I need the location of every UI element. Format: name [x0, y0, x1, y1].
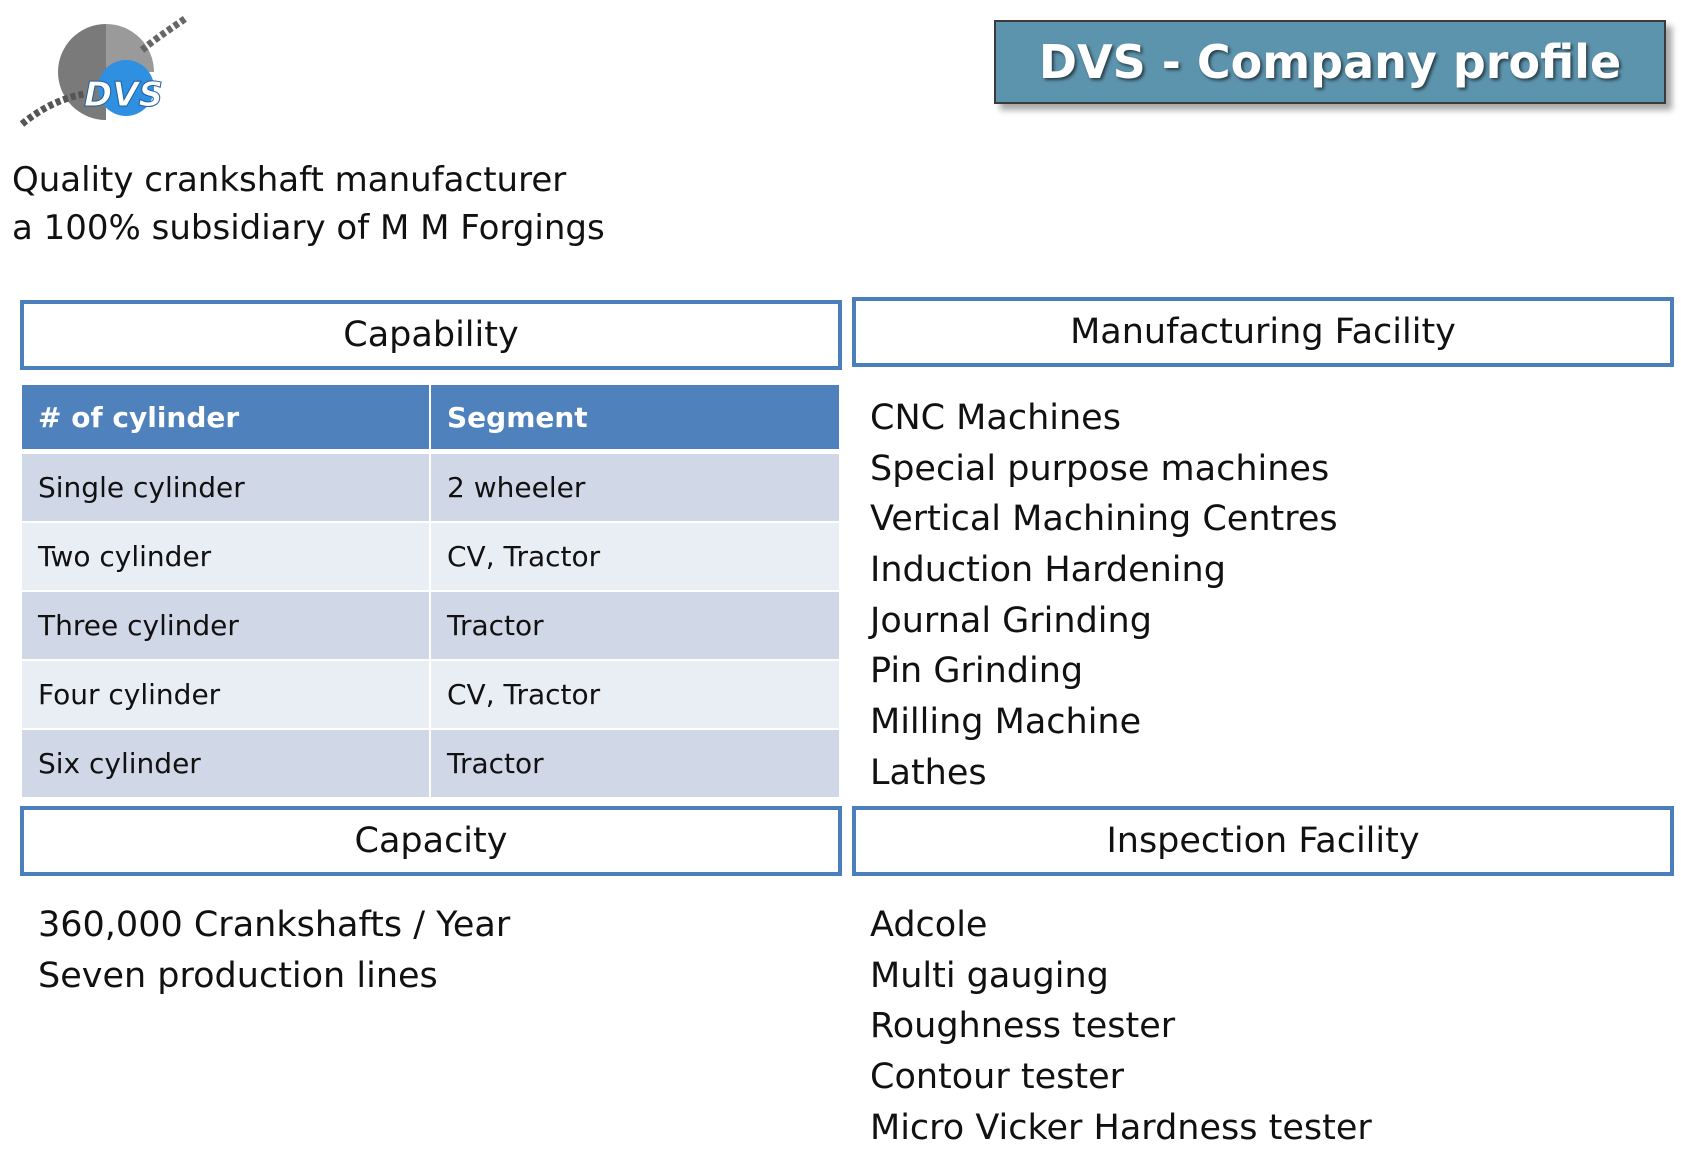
table-row: Four cylinder CV, Tractor: [22, 660, 841, 730]
table-row: Two cylinder CV, Tractor: [22, 522, 841, 592]
cell-segment: 2 wheeler: [430, 451, 841, 523]
list-item: Milling Machine: [870, 702, 1142, 743]
cell-cylinders: Three cylinder: [22, 591, 431, 661]
cell-cylinders: Single cylinder: [22, 451, 431, 523]
list-item: Micro Vicker Hardness tester: [870, 1107, 1372, 1148]
list-item: CNC Machines: [870, 398, 1121, 438]
list-item: Seven production lines: [38, 955, 438, 996]
inspection-heading: Inspection Facility: [852, 806, 1674, 876]
list-item: 360,000 Crankshafts / Year: [38, 905, 511, 945]
list-item: Lathes: [870, 752, 987, 793]
cell-cylinders: Two cylinder: [22, 522, 431, 592]
cell-cylinders: Four cylinder: [22, 660, 431, 730]
list-item: Special purpose machines: [870, 448, 1330, 489]
manufacturing-heading: Manufacturing Facility: [852, 297, 1674, 367]
cell-segment: Tractor: [430, 729, 841, 799]
list-item: Pin Grinding: [870, 651, 1084, 692]
list-item: Contour tester: [870, 1057, 1125, 1098]
page-title: DVS - Company profile: [1038, 35, 1622, 89]
manufacturing-list: CNC Machines Special purpose machines Ve…: [870, 393, 1338, 799]
list-item: Adcole: [870, 905, 988, 945]
tagline-line-1: Quality crankshaft manufacturer: [12, 160, 567, 200]
table-row: Three cylinder Tractor: [22, 591, 841, 661]
list-item: Roughness tester: [870, 1006, 1176, 1047]
tagline-line-2: a 100% subsidiary of M M Forgings: [12, 208, 605, 248]
capability-table: # of cylinder Segment Single cylinder 2 …: [22, 385, 841, 799]
cell-cylinders: Six cylinder: [22, 729, 431, 799]
list-item: Multi gauging: [870, 955, 1109, 996]
cell-segment: CV, Tractor: [430, 522, 841, 592]
cell-segment: Tractor: [430, 591, 841, 661]
capacity-list: 360,000 Crankshafts / Year Seven product…: [38, 900, 510, 1001]
capacity-heading: Capacity: [20, 806, 842, 876]
dvs-logo: DVS: [14, 6, 194, 144]
capability-heading: Capability: [20, 300, 842, 370]
column-header-cylinders: # of cylinder: [22, 385, 431, 454]
list-item: Vertical Machining Centres: [870, 499, 1338, 540]
inspection-list: Adcole Multi gauging Roughness tester Co…: [870, 900, 1372, 1153]
table-row: Six cylinder Tractor: [22, 729, 841, 799]
list-item: Induction Hardening: [870, 550, 1226, 591]
table-header-row: # of cylinder Segment: [22, 385, 841, 454]
list-item: Journal Grinding: [870, 600, 1152, 641]
cell-segment: CV, Tractor: [430, 660, 841, 730]
table-row: Single cylinder 2 wheeler: [22, 451, 841, 523]
logo-text: DVS: [84, 75, 163, 115]
title-banner: DVS - Company profile: [994, 20, 1666, 104]
column-header-segment: Segment: [430, 385, 841, 454]
